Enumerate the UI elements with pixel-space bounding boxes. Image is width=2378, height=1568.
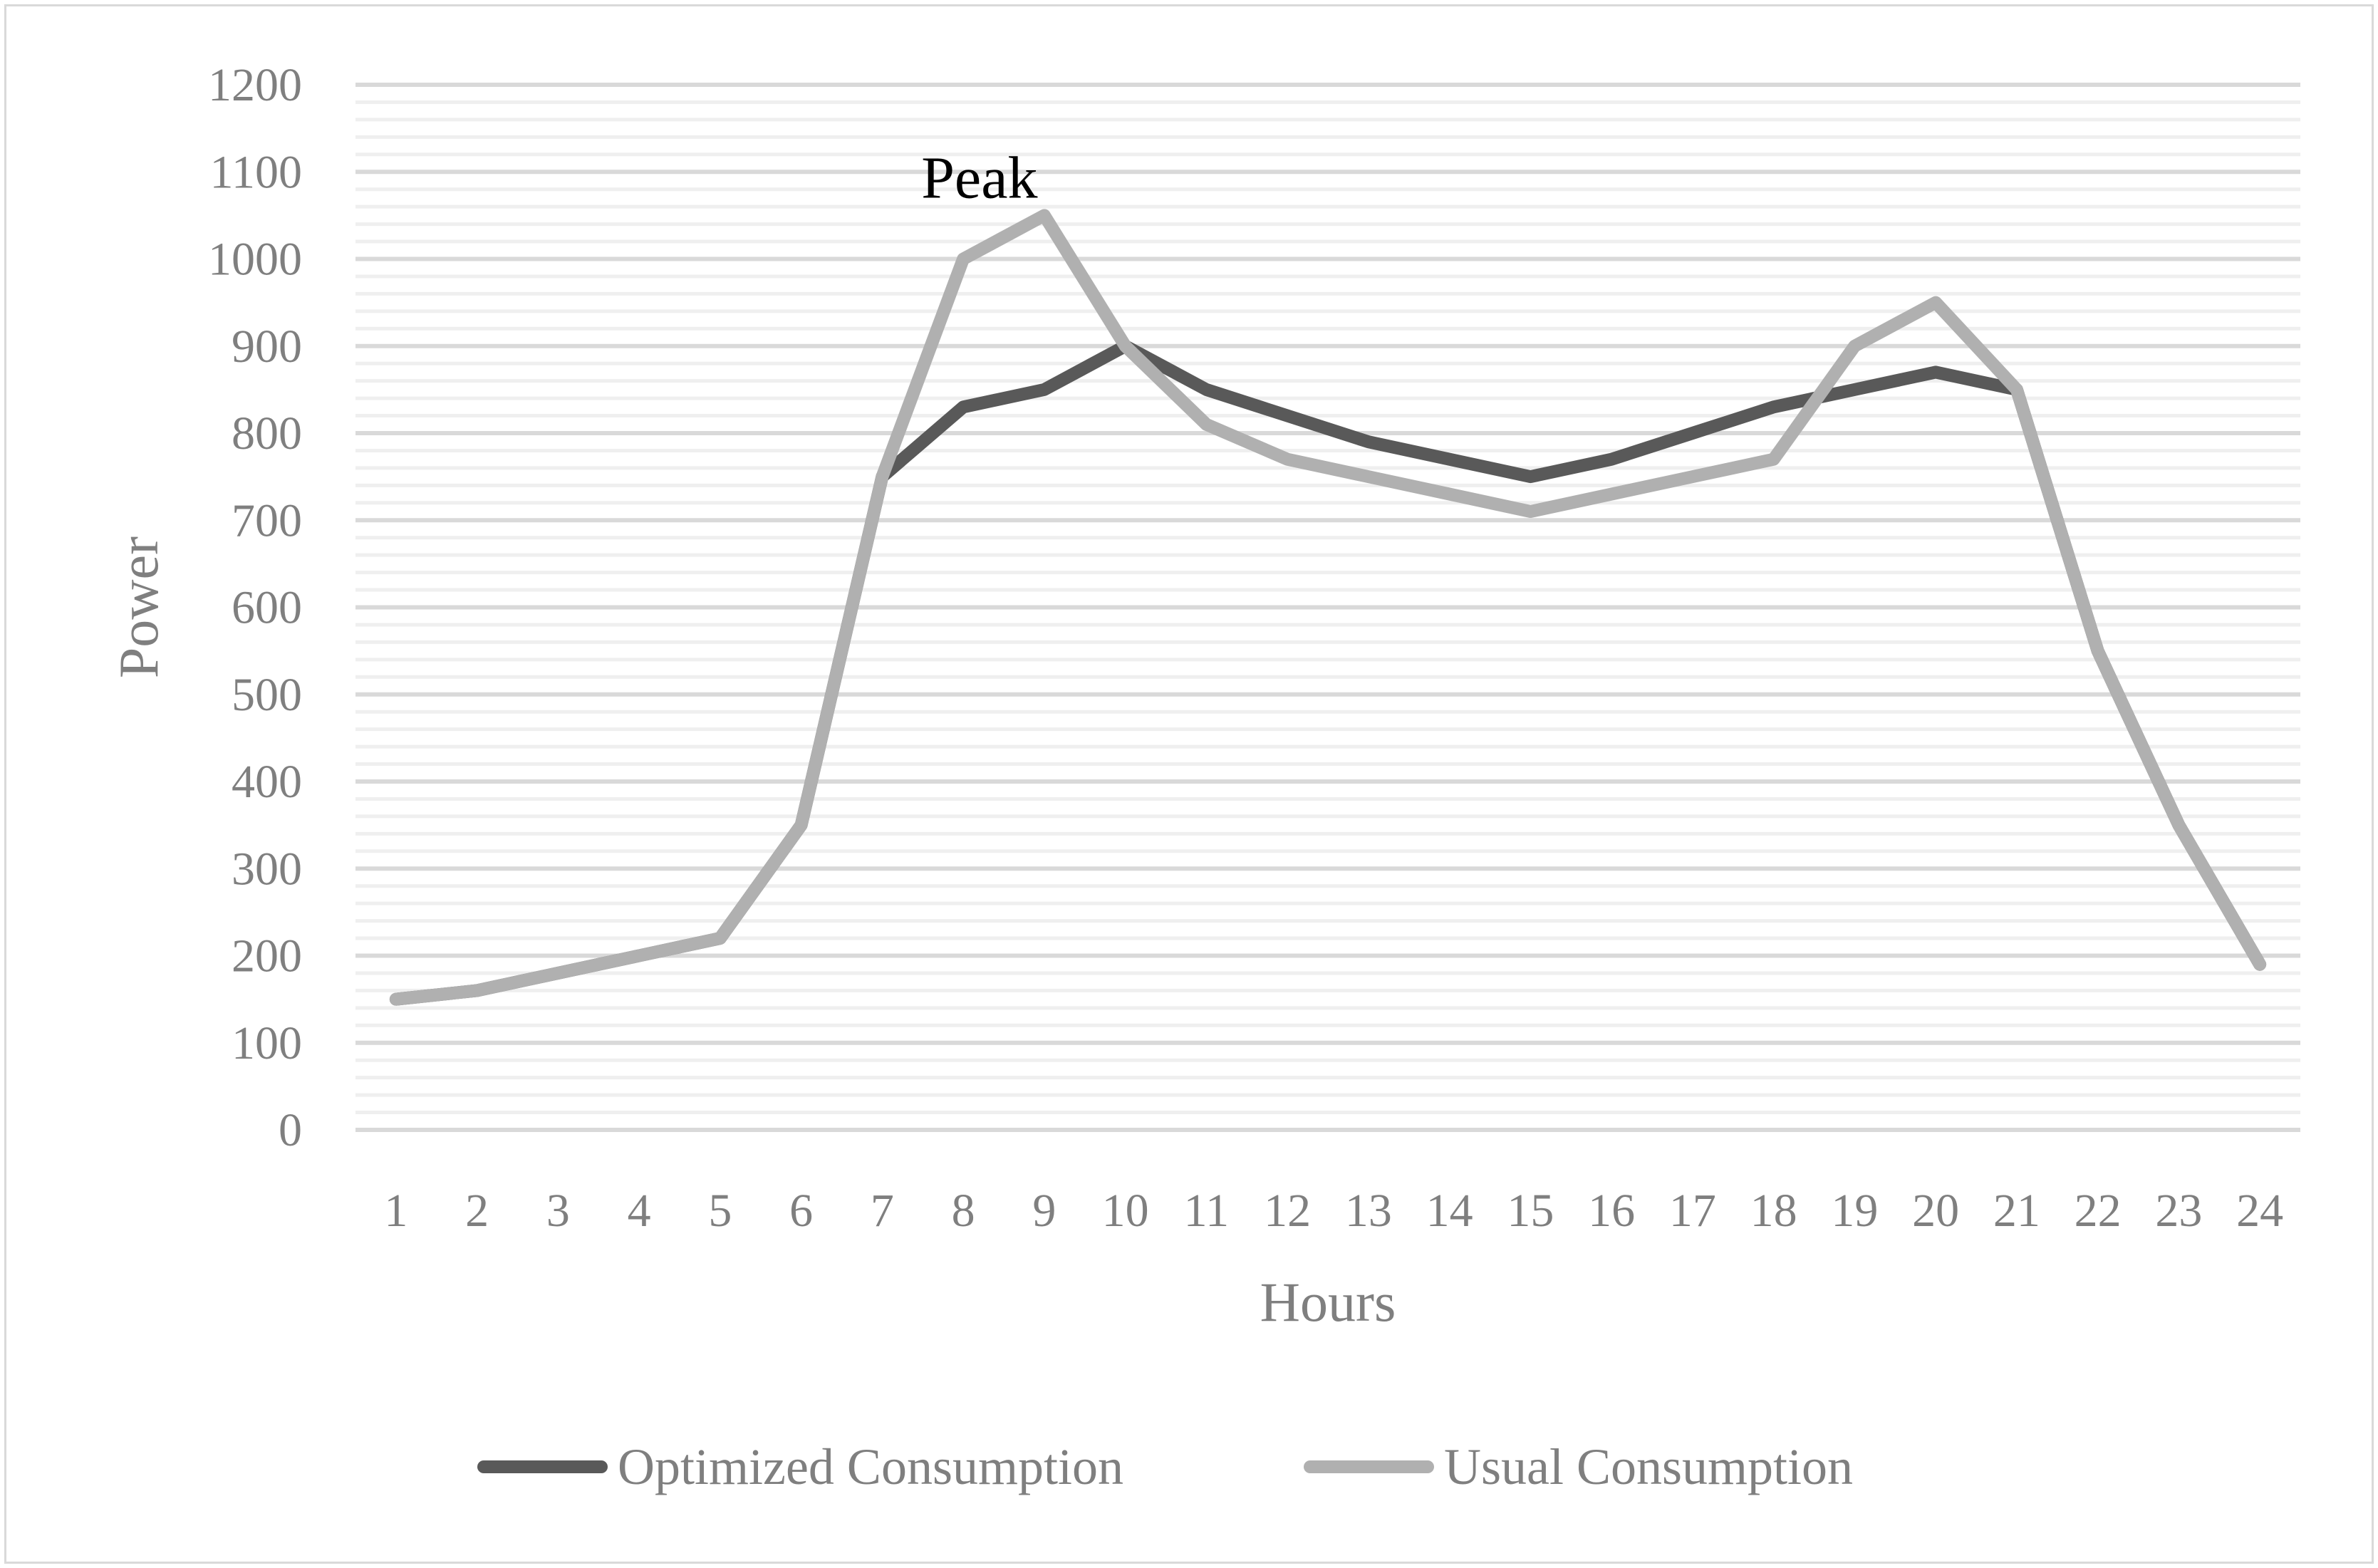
series-line-usual	[389, 209, 2267, 1006]
y-tick-label: 1000	[208, 234, 302, 286]
legend: Optimized Consumption Usual Consumption	[477, 1438, 1853, 1495]
chart-frame: 0 100 200 300 400 500 600 700 800 900 1000 1100 1200…	[4, 4, 2374, 1564]
y-tick-label: 800	[232, 407, 302, 460]
y-tick-label: 700	[232, 494, 302, 546]
x-tick-label: 16	[1588, 1185, 1635, 1237]
x-tick-label: 1	[384, 1185, 407, 1237]
y-axis-title: Power	[108, 536, 170, 678]
x-tick-label: 8	[952, 1185, 975, 1237]
y-tick-label: 200	[232, 930, 302, 982]
y-tick-label: 1100	[209, 146, 302, 198]
legend-label: Usual Consumption	[1444, 1438, 1853, 1495]
x-tick-label: 15	[1507, 1185, 1554, 1237]
x-tick-label: 5	[708, 1185, 732, 1237]
x-tick-label: 11	[1184, 1185, 1230, 1237]
line-chart: 0100200300400500600700800900100011001200…	[108, 59, 2300, 1495]
y-axis-ticks: 0 100 200 300 400 500 600 700 800 900 1000 1100 1200	[208, 59, 302, 1156]
peak-annotation: Peak	[921, 145, 1037, 211]
x-tick-label: 24	[2236, 1185, 2283, 1237]
y-tick-label: 1200	[208, 59, 302, 111]
x-tick-label: 9	[1032, 1185, 1056, 1237]
x-tick-label: 13	[1345, 1185, 1392, 1237]
x-tick-label: 17	[1669, 1185, 1716, 1237]
annotations: Peak	[921, 145, 1037, 211]
y-tick-label: 500	[232, 669, 302, 721]
x-tick-label: 18	[1750, 1185, 1797, 1237]
x-tick-label: 21	[1993, 1185, 2040, 1237]
y-tick-label: 600	[232, 582, 302, 634]
x-tick-label: 12	[1264, 1185, 1311, 1237]
x-tick-label: 4	[628, 1185, 651, 1237]
y-tick-label: 900	[232, 321, 302, 373]
x-tick-label: 23	[2155, 1185, 2202, 1237]
y-tick-label: 400	[232, 756, 302, 808]
y-tick-label: 0	[279, 1104, 302, 1156]
x-axis-title: Hours	[1260, 1271, 1396, 1333]
x-tick-label: 20	[1912, 1185, 1959, 1237]
x-tick-label: 22	[2075, 1185, 2122, 1237]
series-lines	[389, 209, 2267, 1006]
x-tick-label: 14	[1426, 1185, 1473, 1237]
legend-label: Optimized Consumption	[618, 1438, 1123, 1495]
x-tick-label: 10	[1102, 1185, 1149, 1237]
grid-lines	[355, 83, 2300, 1132]
x-tick-label: 19	[1831, 1185, 1878, 1237]
x-axis-ticks: 1 2 3 4 5 6 7 8 9 10 11 12 13 14 15 16 17 18 19 20 21 22 23 24	[384, 1185, 2283, 1237]
x-tick-label: 2	[465, 1185, 489, 1237]
y-tick-label: 100	[232, 1017, 302, 1069]
x-tick-label: 3	[546, 1185, 570, 1237]
x-tick-label: 7	[871, 1185, 894, 1237]
x-tick-label: 6	[789, 1185, 813, 1237]
y-tick-label: 300	[232, 843, 302, 895]
series-line-optimized	[389, 339, 2267, 1006]
